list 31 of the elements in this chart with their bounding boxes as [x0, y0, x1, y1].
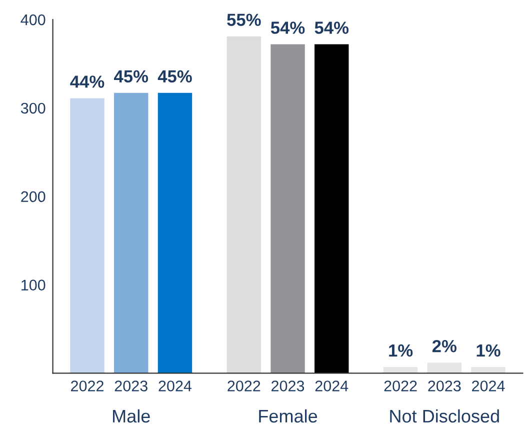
- bar: [158, 92, 192, 374]
- annotation: 54%: [314, 22, 349, 34]
- series-label: 2024: [158, 380, 192, 392]
- annotation: 45%: [114, 70, 148, 83]
- text: 2024: [472, 380, 505, 392]
- y-tick-label: 200: [21, 191, 46, 202]
- text: 2023: [272, 380, 304, 392]
- x-tick-label: Male: [113, 409, 150, 423]
- bar: [314, 44, 349, 374]
- text: 2022: [384, 380, 417, 392]
- annotation: 55%: [227, 14, 261, 26]
- text: 2023: [428, 380, 461, 392]
- series-label: 2022: [71, 380, 104, 392]
- annotation: 54%: [270, 22, 305, 34]
- text: 2022: [228, 380, 260, 392]
- y-tick-label: 100: [22, 280, 46, 290]
- annotation: 2%: [432, 340, 456, 352]
- text: 2024: [315, 380, 348, 392]
- bar: [270, 44, 305, 374]
- annotation: 45%: [158, 70, 192, 83]
- annotation: 44%: [70, 76, 104, 88]
- x-tick-label: Not Disclosed: [390, 409, 499, 423]
- series-label: 2023: [114, 380, 148, 392]
- bar: [114, 92, 148, 374]
- annotation: 1%: [389, 344, 413, 357]
- y-tick-label: 300: [20, 102, 46, 114]
- bar: [70, 98, 104, 374]
- y-tick-label: 400: [20, 14, 46, 26]
- bar: [226, 36, 262, 374]
- x-tick-label: Female: [259, 409, 318, 423]
- annotation: 1%: [476, 344, 500, 357]
